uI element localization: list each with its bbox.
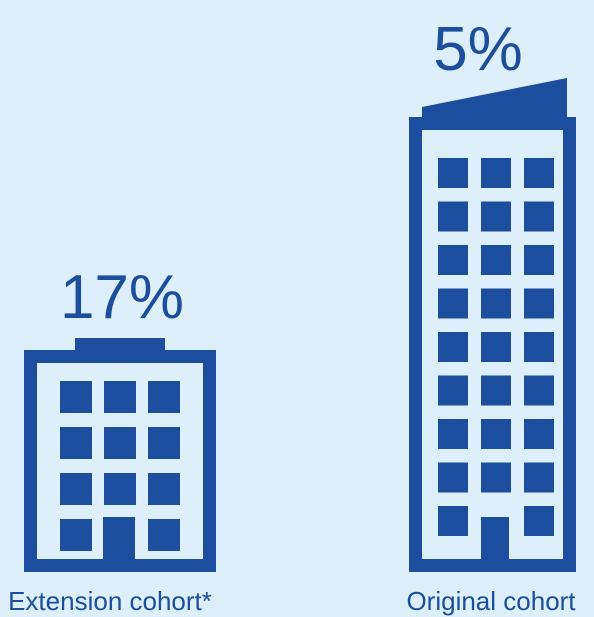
window <box>524 288 554 319</box>
building-roof <box>75 338 165 352</box>
window <box>524 419 554 449</box>
window <box>148 473 180 505</box>
window <box>104 381 136 413</box>
window <box>438 375 468 406</box>
window <box>438 201 468 232</box>
window <box>438 419 468 449</box>
window <box>524 375 554 406</box>
window <box>524 332 554 362</box>
tower-windows <box>438 158 554 536</box>
window <box>148 519 180 551</box>
window <box>438 462 468 493</box>
value-label-original: 5% <box>433 15 523 84</box>
window <box>481 462 511 493</box>
small-office-building-icon <box>24 338 216 572</box>
building-frame <box>24 350 216 572</box>
window <box>60 381 92 413</box>
window <box>481 419 511 449</box>
window <box>481 288 511 319</box>
window <box>524 462 554 493</box>
window <box>104 427 136 459</box>
window <box>481 245 511 275</box>
window <box>524 158 554 188</box>
building-door <box>103 517 135 559</box>
tower-door <box>481 517 509 559</box>
window <box>481 332 511 362</box>
window <box>438 245 468 275</box>
window <box>481 158 511 188</box>
window <box>481 201 511 232</box>
window <box>481 375 511 406</box>
window <box>438 288 468 319</box>
category-label-original: Original cohort <box>406 586 576 616</box>
tower-frame <box>409 117 576 572</box>
window <box>524 201 554 232</box>
window <box>148 381 180 413</box>
tower-roof <box>422 78 567 117</box>
window <box>60 473 92 505</box>
window <box>148 427 180 459</box>
window <box>438 332 468 362</box>
value-label-extension: 17% <box>60 263 184 332</box>
building-windows <box>60 381 180 551</box>
window <box>524 245 554 275</box>
tall-office-tower-icon <box>409 78 576 572</box>
window <box>524 506 554 536</box>
window <box>104 473 136 505</box>
window <box>60 427 92 459</box>
window <box>60 519 92 551</box>
category-label-extension: Extension cohort* <box>8 586 212 616</box>
window <box>438 158 468 188</box>
window <box>438 506 468 536</box>
